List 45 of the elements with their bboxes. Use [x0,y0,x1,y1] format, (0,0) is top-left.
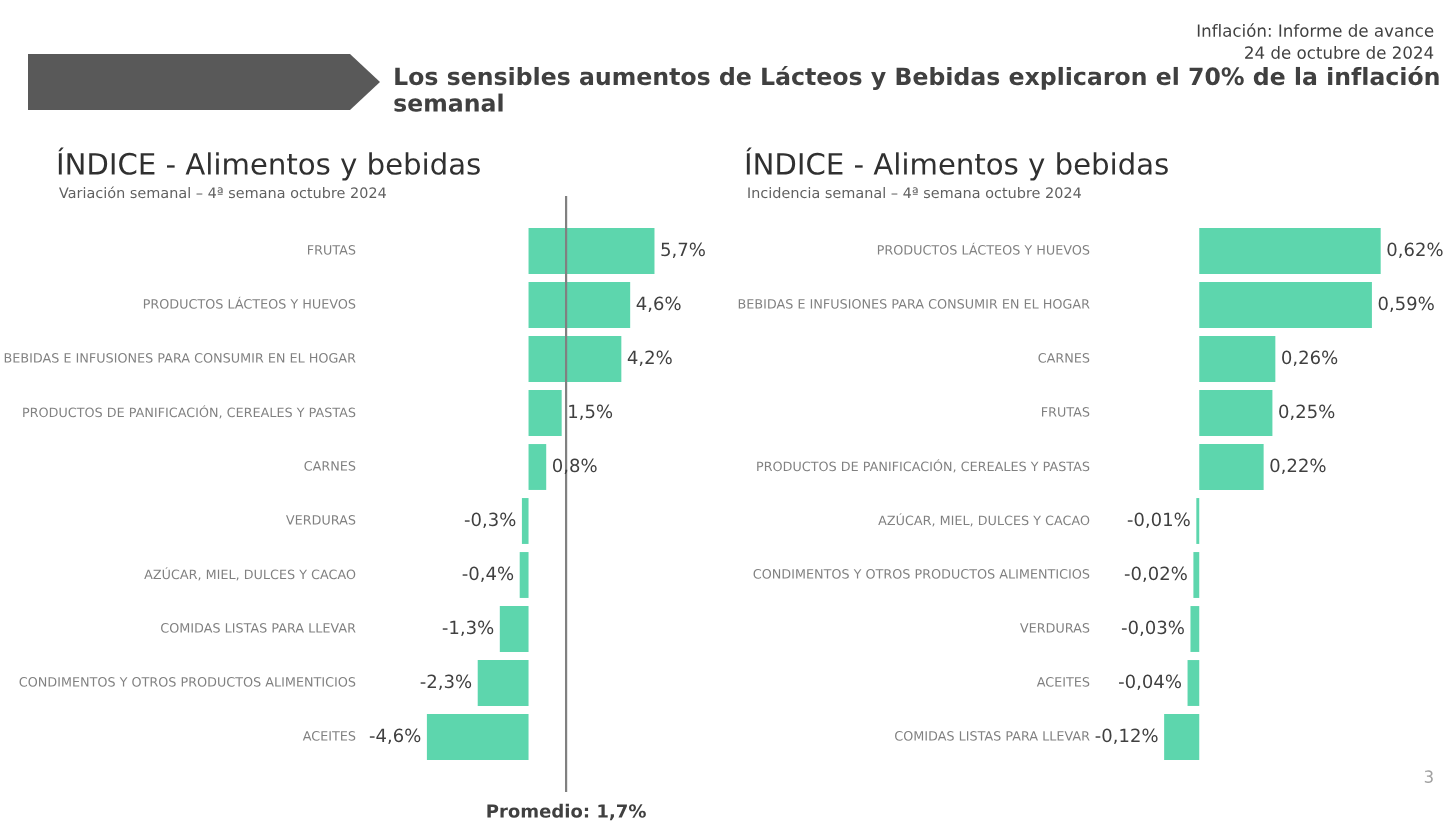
data-label: -4,6% [369,728,421,745]
data-label: 0,22% [1270,458,1326,475]
data-label: 4,6% [636,296,681,313]
data-label: -0,02% [1124,566,1187,583]
data-label: -0,04% [1119,674,1181,691]
bar [1199,336,1276,382]
bar [1199,228,1381,274]
bar [1187,660,1200,706]
data-label: 0,59% [1378,296,1434,313]
text: 3 [1424,770,1433,783]
bar [1199,444,1264,490]
bar [528,390,562,436]
data-label: -0,3% [464,512,516,529]
data-label: 5,7% [661,242,705,259]
bar [519,552,529,598]
data-label: 0,26% [1282,350,1338,367]
chart-title: ÍNDICE - Alimentos y bebidas [58,147,480,181]
text: Inflación: Informe de avance [1197,23,1434,37]
data-label: 4,2% [627,350,672,367]
bar [528,282,631,328]
bar [499,606,529,652]
chart-title: ÍNDICE - Alimentos y bebidas [746,147,1168,181]
bar [477,660,529,706]
data-label: -0,01% [1127,512,1190,529]
data-label: 0,25% [1279,404,1335,421]
bar [528,228,655,274]
data-label: 1,5% [569,404,613,421]
text: Los sensibles aumentos de Lácteos y Bebidas explicaron el 70% de la inflación semanal [394,66,1439,112]
data-label: -0,03% [1121,620,1184,637]
bar [426,714,529,760]
bar [528,336,622,382]
data-label: -0,12% [1095,728,1158,745]
data-label: -2,3% [420,674,472,691]
bar [1190,606,1200,652]
bar [528,444,547,490]
bar [1164,714,1200,760]
bar [1199,282,1372,328]
bar [1199,390,1273,436]
data-label: -1,3% [442,620,494,637]
data-label: -0,4% [462,566,514,583]
data-label: 0,62% [1387,242,1443,259]
text: 24 de octubre de 2024 [1245,46,1434,59]
ref-line-label: Promedio: 1,7% [487,803,646,821]
bar [521,498,529,544]
bar [1193,552,1200,598]
